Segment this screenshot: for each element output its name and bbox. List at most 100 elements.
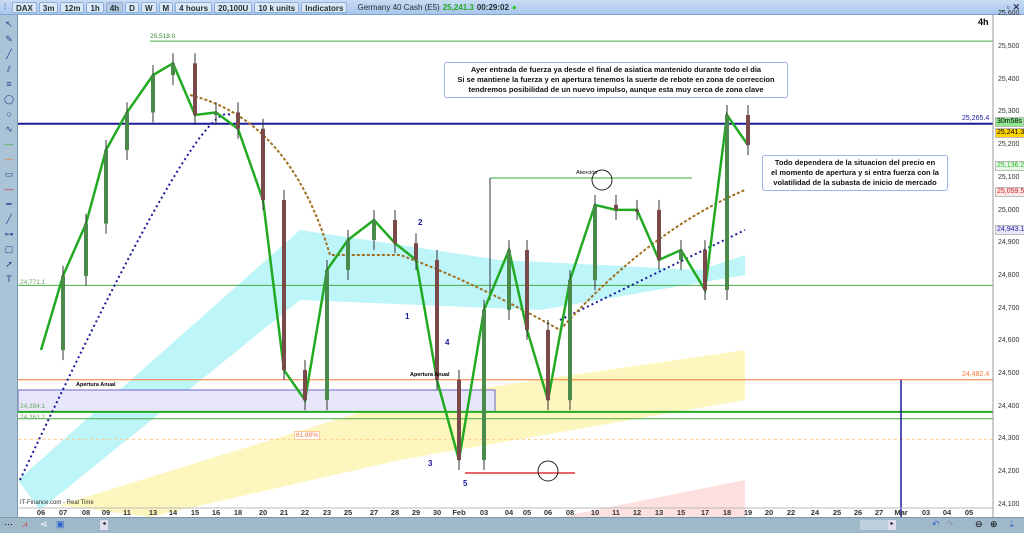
y-tick-label: 25,400 xyxy=(998,75,1020,83)
level-left-label: 24,771.1 xyxy=(20,279,46,286)
units-selector[interactable]: 10 k units xyxy=(254,1,300,13)
timeframe-D[interactable]: D xyxy=(125,1,139,13)
candle-body xyxy=(725,115,729,290)
instrument-name: Germany 40 Cash (E5) xyxy=(357,2,440,12)
note-line: Todo dependera de la situacion del preci… xyxy=(774,158,936,167)
circle-icon[interactable]: ○ xyxy=(6,109,12,119)
trendline-icon[interactable]: ╱ xyxy=(6,49,12,59)
bars-selector[interactable]: 20,100U xyxy=(214,1,253,13)
horizontal-line-icon[interactable]: — xyxy=(4,139,14,149)
x-tick-label: 06 xyxy=(36,508,46,517)
x-tick-label: 04 xyxy=(942,508,952,517)
timeframe-1h[interactable]: 1h xyxy=(86,1,104,13)
candle-body xyxy=(282,200,286,371)
chart-icon[interactable]: ⫶ xyxy=(4,2,6,11)
apertura-anual-label: Apertura Anual xyxy=(410,372,450,378)
timeframe-12m[interactable]: 12m xyxy=(60,1,85,13)
x-tick-label: 08 xyxy=(81,508,91,517)
price-tag: 25,136.2 xyxy=(995,161,1024,172)
indicator-icon[interactable]: ⩘ xyxy=(22,519,28,529)
chat-icon[interactable]: ▣ xyxy=(56,519,65,529)
x-tick-label: 15 xyxy=(190,508,200,517)
x-tick-label: 11 xyxy=(612,508,620,517)
source-label: IT-Finance.com - Real Time xyxy=(20,500,94,506)
text-icon[interactable]: T xyxy=(6,274,12,284)
indicators-button[interactable]: Indicators xyxy=(301,1,348,13)
x-tick-label: 25 xyxy=(832,508,842,517)
horizontal-ray-icon[interactable]: — xyxy=(4,154,14,164)
price-tag: 25,059.5 xyxy=(995,186,1024,197)
high-label: 25,518.0 xyxy=(150,33,176,40)
rectangle-icon[interactable]: ▢ xyxy=(4,244,14,254)
x-tick-label: 25 xyxy=(343,508,353,517)
cursor-icon[interactable]: ↖ xyxy=(5,19,13,29)
share-icon[interactable]: ⋖ xyxy=(40,519,48,529)
note-line: tendremos posibilidad de un nuevo impuls… xyxy=(468,85,764,94)
timeframe-W[interactable]: W xyxy=(140,1,157,13)
ellipse-icon[interactable]: ◯ xyxy=(3,94,15,104)
wave-icon[interactable]: ∿ xyxy=(5,124,13,134)
price-tag: 24,943.1 xyxy=(995,224,1024,235)
note-line: el momento de apertura y si entra fuerza… xyxy=(771,168,939,177)
candle-body xyxy=(507,250,511,310)
y-tick-label: 24,600 xyxy=(998,337,1020,345)
scroll-left-button[interactable]: ◂ xyxy=(100,520,108,530)
x-tick-label: Mar xyxy=(894,508,908,517)
y-tick-label: 25,300 xyxy=(998,108,1020,116)
candle-body xyxy=(125,112,129,151)
arrow-icon[interactable]: ➚ xyxy=(5,259,13,269)
timeframe-M[interactable]: M xyxy=(158,1,174,13)
x-tick-label: 19 xyxy=(743,508,753,517)
x-tick-label: 05 xyxy=(964,508,974,517)
more-icon[interactable]: ⋯ xyxy=(4,519,13,529)
y-tick-label: 24,100 xyxy=(998,500,1020,508)
ruler-icon[interactable]: ▭ xyxy=(4,169,14,179)
scroll-right-button[interactable]: ▸ xyxy=(888,520,896,530)
symbol-selector[interactable]: DAX xyxy=(12,1,37,13)
x-tick-label: 10 xyxy=(590,508,600,517)
zoom-out-icon[interactable]: ⊖ xyxy=(975,519,983,529)
x-tick-label: 30 xyxy=(432,508,442,517)
candle-body xyxy=(61,275,65,351)
x-tick-label: 05 xyxy=(522,508,532,517)
wave-label: 2 xyxy=(418,218,423,227)
price-chart[interactable] xyxy=(18,15,1024,517)
candle-body xyxy=(657,209,661,260)
zoom-in-icon[interactable]: ⊕ xyxy=(990,519,998,529)
apertura-anual-label: Apertura Anual xyxy=(76,382,116,388)
y-tick-label: 24,900 xyxy=(998,239,1020,247)
y-tick-label: 25,000 xyxy=(998,206,1020,214)
redo-icon[interactable]: ↷ xyxy=(946,519,954,529)
x-tick-label: 08 xyxy=(565,508,575,517)
fibonacci-icon[interactable]: ≡ xyxy=(6,79,12,89)
line-icon[interactable]: — xyxy=(4,184,14,194)
window-controls[interactable]: _ ▫ ✕ xyxy=(999,2,1020,12)
pencil-icon[interactable]: ✎ xyxy=(5,34,13,44)
segment-icon[interactable]: ╱ xyxy=(6,214,12,224)
highlight-circle xyxy=(537,460,559,482)
candle-body xyxy=(214,112,218,116)
timeframe-4h[interactable]: 4h xyxy=(105,1,124,13)
x-tick-label: 06 xyxy=(543,508,553,517)
candle-body xyxy=(303,370,307,401)
x-tick-label: 14 xyxy=(168,508,178,517)
x-tick-label: 13 xyxy=(148,508,158,517)
candle-body xyxy=(435,259,439,380)
level-icon[interactable]: ━ xyxy=(6,199,12,209)
x-tick-label: 09 xyxy=(101,508,111,517)
x-tick-label: 23 xyxy=(322,508,332,517)
last-price: 25,241.3 xyxy=(442,2,474,12)
timeframe-3m[interactable]: 3m xyxy=(38,1,59,13)
undo-icon[interactable]: ↶ xyxy=(932,519,940,529)
candle-body xyxy=(171,63,175,76)
channel-icon[interactable]: ⫽ xyxy=(6,64,11,74)
x-tick-label: 22 xyxy=(300,508,310,517)
measure-icon[interactable]: ⊶ xyxy=(4,229,14,239)
candle-body xyxy=(84,223,88,276)
settings-icon[interactable]: ⇣ xyxy=(1008,519,1016,529)
candle-body xyxy=(457,379,461,461)
period-selector[interactable]: 4 hours xyxy=(175,1,213,13)
scrollbar[interactable] xyxy=(860,520,888,530)
y-tick-label: 24,400 xyxy=(998,402,1020,410)
candle-body xyxy=(325,270,329,401)
